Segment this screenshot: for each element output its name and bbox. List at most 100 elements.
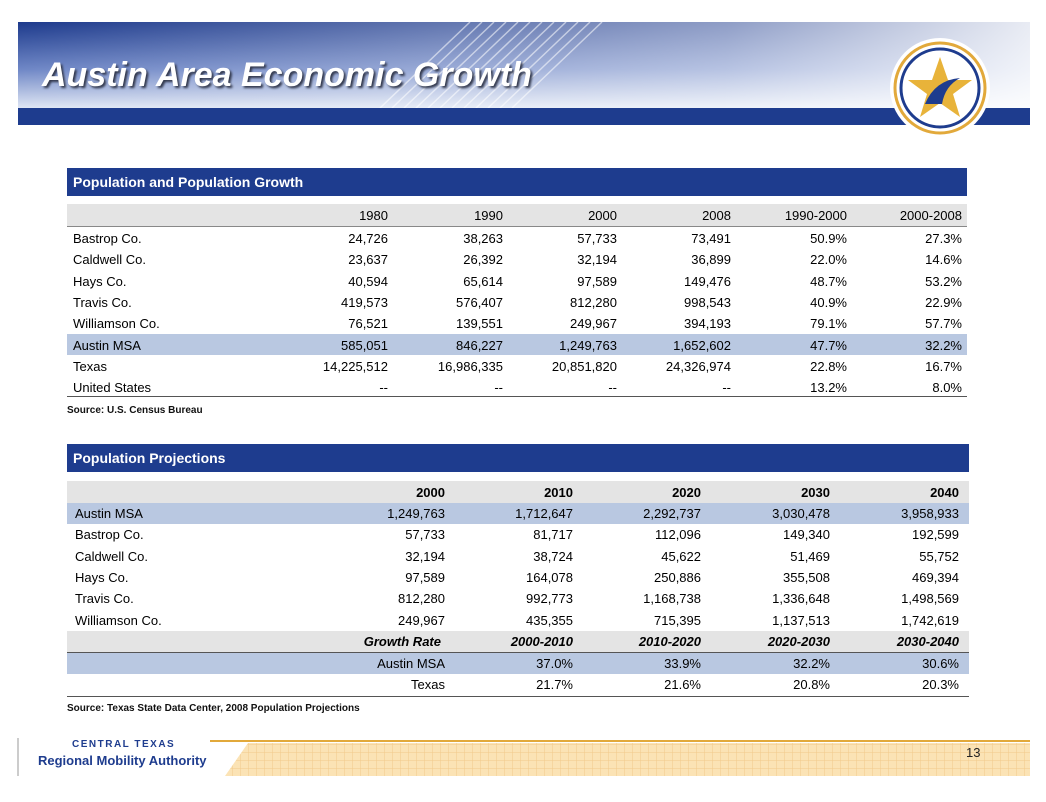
table-cell: 32.2% <box>925 337 962 353</box>
table-cell: 192,599 <box>912 527 959 543</box>
table-cell: 1,742,619 <box>901 612 959 628</box>
table-cell: 715,395 <box>654 612 701 628</box>
table-cell: 47.7% <box>810 337 847 353</box>
table-cell: 1,712,647 <box>515 506 573 521</box>
table-cell: 57.7% <box>925 316 962 332</box>
table-cell: 36,899 <box>691 252 731 268</box>
column-header: 2000 <box>588 208 617 223</box>
table-cell: -- <box>379 380 388 396</box>
row-label: Austin MSA <box>377 656 445 671</box>
table-cell: 249,967 <box>398 612 445 628</box>
table-cell: 38,263 <box>463 231 503 246</box>
table-cell: 585,051 <box>341 337 388 353</box>
table-cell: 40,594 <box>348 273 388 289</box>
table-cell: 469,394 <box>912 569 959 585</box>
table-cell: 2,292,737 <box>643 506 701 521</box>
table-cell: 24,326,974 <box>665 358 731 374</box>
table-cell: 48.7% <box>810 273 847 289</box>
table-cell: 37.0% <box>536 656 573 671</box>
table-cell: 16,986,335 <box>437 358 503 374</box>
table-cell: -- <box>608 380 617 396</box>
page-number: 13 <box>966 745 981 760</box>
table-cell: 76,521 <box>348 316 388 332</box>
table-cell: 20.3% <box>922 677 959 693</box>
table-cell: 20,851,820 <box>551 358 617 374</box>
column-header: 1990 <box>474 208 503 223</box>
row-label: Caldwell Co. <box>75 548 148 564</box>
table-cell: 26,392 <box>463 252 503 268</box>
table-cell: 38,724 <box>533 548 573 564</box>
source-note: Source: U.S. Census Bureau <box>67 405 203 416</box>
row-label: Texas <box>411 677 445 693</box>
highlight-row-bg <box>67 653 969 674</box>
table-cell: 30.6% <box>922 656 959 671</box>
column-header: 2010-2020 <box>638 634 701 649</box>
column-header: 2000 <box>416 485 445 500</box>
row-label: Hays Co. <box>73 273 127 289</box>
table-cell: 1,249,763 <box>387 506 445 521</box>
table-cell: 992,773 <box>526 591 573 607</box>
column-header: 2030-2040 <box>896 634 959 649</box>
table-cell: 53.2% <box>925 273 962 289</box>
table-cell: 57,733 <box>577 231 617 246</box>
row-label: Texas <box>73 358 107 374</box>
table-cell: 3,958,933 <box>901 506 959 521</box>
org-line: CENTRAL TEXAS <box>72 739 176 750</box>
column-header: 2000-2008 <box>899 208 962 223</box>
row-label: Travis Co. <box>73 294 132 310</box>
table-cell: 50.9% <box>810 231 847 246</box>
table-title: Population and Population Growth <box>67 168 967 196</box>
table-cell: 14,225,512 <box>322 358 388 374</box>
table-cell: 1,652,602 <box>673 337 731 353</box>
table-cell: 3,030,478 <box>772 506 830 521</box>
column-header: 1980 <box>359 208 388 223</box>
table-cell: 139,551 <box>456 316 503 332</box>
row-label: United States <box>73 380 152 396</box>
highlight-row-bg <box>67 334 967 355</box>
table-cell: 20.8% <box>793 677 830 693</box>
table-cell: 1,137,513 <box>772 612 830 628</box>
slide-title: Austin Area Economic Growth <box>42 56 532 94</box>
table-title: Population Projections <box>67 444 969 472</box>
row-label: Austin MSA <box>75 506 143 521</box>
table-cell: 13.2% <box>810 380 847 396</box>
table-cell: 55,752 <box>919 548 959 564</box>
header-row-bg <box>67 481 969 503</box>
table-cell: 1,168,738 <box>643 591 701 607</box>
column-header: 2008 <box>702 208 731 223</box>
table-cell: 164,078 <box>526 569 573 585</box>
table-cell: 355,508 <box>783 569 830 585</box>
column-header: 2000-2010 <box>510 634 573 649</box>
table-rule <box>67 396 967 397</box>
table-cell: 112,096 <box>654 527 701 543</box>
table-cell: 16.7% <box>925 358 962 374</box>
column-header: 2020-2030 <box>767 634 830 649</box>
table-cell: 21.6% <box>664 677 701 693</box>
table-cell: 22.9% <box>925 294 962 310</box>
source-note: Source: Texas State Data Center, 2008 Po… <box>67 703 360 714</box>
table-cell: 81,717 <box>533 527 573 543</box>
row-label: Caldwell Co. <box>73 252 146 268</box>
table-cell: 32,194 <box>577 252 617 268</box>
row-label: Hays Co. <box>75 569 129 585</box>
table-cell: 73,491 <box>691 231 731 246</box>
table-cell: 1,336,648 <box>772 591 830 607</box>
column-header: 2020 <box>672 485 701 500</box>
table-cell: 21.7% <box>536 677 573 693</box>
table-cell: 51,469 <box>790 548 830 564</box>
row-label: Bastrop Co. <box>75 527 144 543</box>
header-row-bg <box>67 631 969 653</box>
table-cell: 45,622 <box>661 548 701 564</box>
table-cell: 27.3% <box>925 231 962 246</box>
table-cell: 79.1% <box>810 316 847 332</box>
column-header: 2010 <box>544 485 573 500</box>
table-cell: 57,733 <box>405 527 445 543</box>
table-cell: 1,498,569 <box>901 591 959 607</box>
highlight-row-bg <box>67 503 969 524</box>
table-cell: 812,280 <box>570 294 617 310</box>
table-cell: 149,340 <box>783 527 830 543</box>
row-label: Williamson Co. <box>73 316 160 332</box>
column-header: 1990-2000 <box>784 208 847 223</box>
table-cell: 22.8% <box>810 358 847 374</box>
table-cell: 97,589 <box>405 569 445 585</box>
